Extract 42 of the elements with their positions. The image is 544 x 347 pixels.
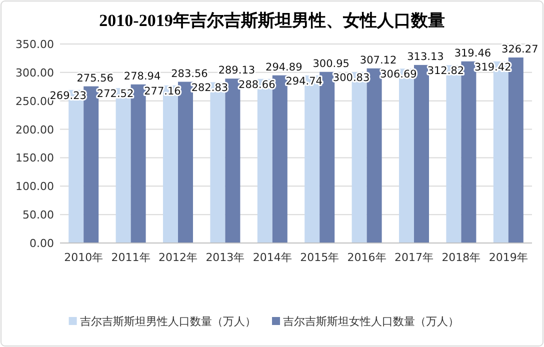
- bar: [461, 61, 476, 243]
- data-label: 313.13: [407, 50, 444, 63]
- data-label: 300.95: [312, 58, 350, 70]
- data-label: 300.83: [332, 72, 370, 84]
- data-label: 288.66: [238, 78, 276, 91]
- chart-title: 2010-2019年吉尔吉斯斯坦男性、女性人口数量: [99, 11, 445, 30]
- data-label: 294.89: [266, 61, 302, 74]
- data-label: 326.27: [502, 43, 538, 56]
- y-tick-label: 0.00: [30, 237, 54, 250]
- data-label: 283.56: [171, 68, 208, 80]
- y-tick-label: 50.00: [22, 208, 54, 222]
- data-label: 275.56: [76, 72, 114, 84]
- data-label: 272.52: [96, 88, 134, 100]
- x-tick-label: 2019年: [488, 251, 528, 264]
- bar: [414, 64, 429, 243]
- y-tick-label: 100.00: [16, 180, 54, 194]
- data-label: 294.74: [286, 75, 323, 88]
- x-tick-label: 2012年: [158, 251, 198, 264]
- legend-label: 吉尔吉斯斯坦女性人口数量（万人）: [283, 315, 459, 328]
- x-tick-label: 2010年: [64, 251, 104, 264]
- x-tick-label: 2015年: [300, 251, 340, 264]
- x-tick-label: 2016年: [347, 251, 386, 264]
- data-label: 319.42: [474, 61, 512, 74]
- data-label: 282.83: [191, 82, 228, 94]
- x-tick-label: 2018年: [442, 251, 481, 264]
- y-tick-label: 350.00: [16, 38, 54, 51]
- x-tick-label: 2014年: [252, 251, 292, 264]
- data-label: 306.69: [380, 68, 417, 81]
- x-tick-label: 2011年: [111, 251, 150, 264]
- bar: [84, 86, 99, 243]
- x-tick-label: 2017年: [394, 251, 434, 264]
- data-label: 278.94: [124, 70, 161, 82]
- data-label: 319.46: [454, 47, 492, 60]
- data-label: 312.82: [427, 65, 464, 78]
- y-tick-label: 150.00: [16, 152, 54, 165]
- y-tick-label: 300.00: [16, 66, 54, 80]
- y-tick-label: 200.00: [16, 123, 54, 136]
- data-label: 307.12: [360, 54, 397, 66]
- legend-label: 吉尔吉斯斯坦男性人口数量（万人）: [80, 315, 256, 328]
- x-tick-label: 2013年: [206, 251, 245, 264]
- data-label: 289.13: [218, 64, 256, 77]
- data-label: 277.16: [144, 85, 182, 98]
